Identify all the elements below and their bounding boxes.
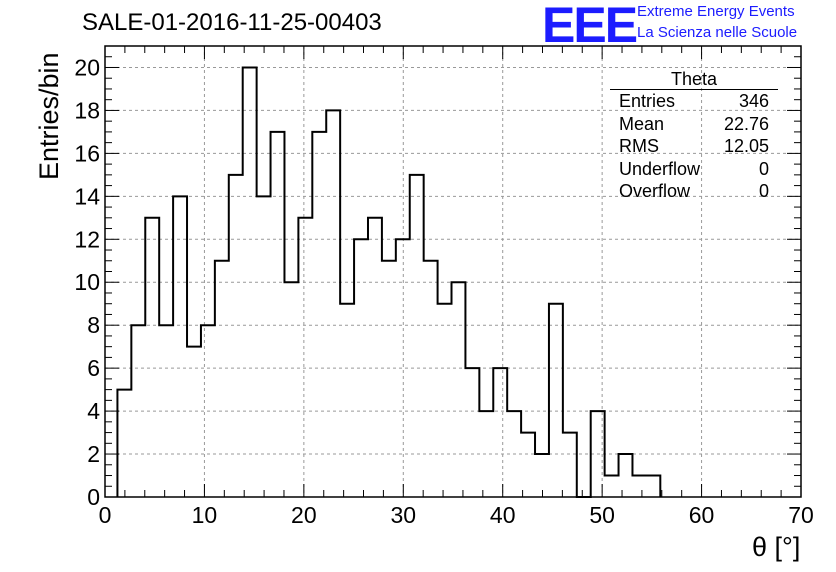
- histogram-bin: [243, 67, 257, 497]
- histogram-bin: [535, 454, 549, 497]
- stats-row-underflow: Underflow 0: [610, 158, 778, 181]
- stats-label: RMS: [619, 136, 659, 157]
- stats-row-rms: RMS 12.05: [610, 135, 778, 158]
- histogram-bin: [632, 476, 646, 497]
- eee-logo: EEE: [542, 0, 638, 53]
- histogram-bin: [452, 282, 466, 497]
- x-tick-label: 40: [490, 502, 516, 528]
- histogram-bin: [340, 304, 354, 497]
- y-tick-label: 20: [74, 54, 100, 80]
- x-tick-label: 20: [291, 502, 317, 528]
- histogram-bin: [117, 390, 131, 497]
- y-tick-label: 4: [87, 398, 100, 424]
- histogram-bin: [382, 261, 396, 497]
- x-tick-label: 50: [589, 502, 615, 528]
- y-tick-label: 14: [74, 183, 100, 209]
- y-tick-label: 0: [87, 484, 100, 510]
- x-tick-label: 10: [192, 502, 218, 528]
- stats-value: 346: [738, 91, 769, 111]
- stats-label: Mean: [619, 113, 665, 134]
- stats-label: Underflow: [619, 158, 701, 179]
- histogram-bin: [354, 239, 368, 497]
- histogram-bin: [312, 132, 326, 497]
- histogram-bin: [479, 411, 493, 497]
- x-tick-label: 30: [390, 502, 416, 528]
- histogram-bin: [326, 110, 340, 497]
- y-axis-label: Entries/bin: [34, 52, 64, 180]
- histogram-bin: [229, 175, 243, 497]
- stats-value: 12.05: [723, 136, 769, 157]
- histogram-bin: [201, 325, 215, 497]
- histogram-bin: [173, 196, 187, 497]
- histogram-bin: [396, 239, 410, 497]
- stats-row-entries: Entries 346: [610, 90, 778, 113]
- stats-title: Theta: [610, 69, 778, 90]
- histogram-bin: [410, 175, 424, 497]
- histogram-bin: [187, 347, 201, 497]
- y-tick-label: 2: [87, 441, 100, 467]
- x-axis-label: θ [°]: [752, 532, 801, 562]
- y-tick-label: 16: [74, 140, 100, 166]
- histogram-bin: [131, 325, 145, 497]
- histogram-bin: [284, 282, 298, 497]
- histogram-bin: [521, 433, 535, 497]
- histogram-bin: [493, 368, 507, 497]
- histogram-bin: [257, 196, 271, 497]
- stats-value: 0: [758, 158, 769, 179]
- histogram-line: [116, 66, 662, 498]
- stats-label: Overflow: [619, 181, 691, 202]
- histogram-bin: [465, 368, 479, 497]
- histogram-bin: [646, 476, 660, 497]
- y-tick-label: 8: [87, 312, 100, 338]
- histogram-bin: [619, 454, 633, 497]
- stats-box: Theta Entries 346 Mean 22.76 RMS 12.05 U…: [610, 69, 778, 203]
- stats-value: 22.76: [723, 113, 769, 134]
- stats-row-overflow: Overflow 0: [610, 180, 778, 203]
- histogram-bin: [605, 476, 619, 497]
- histogram-bin: [424, 261, 438, 497]
- x-tick-label: 0: [99, 502, 112, 528]
- histogram-bin: [549, 304, 563, 497]
- stats-row-mean: Mean 22.76: [610, 113, 778, 136]
- histogram-bin: [145, 218, 159, 497]
- stats-value: 0: [758, 181, 769, 202]
- histogram-bin: [563, 433, 577, 497]
- plot-frame: [104, 45, 802, 498]
- y-tick-label: 10: [74, 269, 100, 295]
- logo-line-1: Extreme Energy Events: [637, 3, 795, 20]
- histogram-bin: [438, 304, 452, 497]
- y-tick-label: 6: [87, 355, 100, 381]
- histogram-bin: [215, 261, 229, 497]
- chart-title: SALE-01-2016-11-25-00403: [82, 9, 382, 36]
- logo-line-2: La Scienza nelle Scuole: [637, 24, 798, 41]
- histogram-bin: [368, 218, 382, 497]
- y-tick-label: 18: [74, 97, 100, 123]
- histogram-bin: [507, 411, 521, 497]
- histogram-bin: [271, 132, 285, 497]
- stats-label: Entries: [619, 91, 676, 111]
- y-tick-label: 12: [74, 226, 100, 252]
- x-tick-label: 60: [689, 502, 715, 528]
- histogram-bin: [298, 218, 312, 497]
- x-tick-label: 70: [788, 502, 814, 528]
- histogram-bin: [159, 325, 173, 497]
- histogram-bin: [591, 411, 605, 497]
